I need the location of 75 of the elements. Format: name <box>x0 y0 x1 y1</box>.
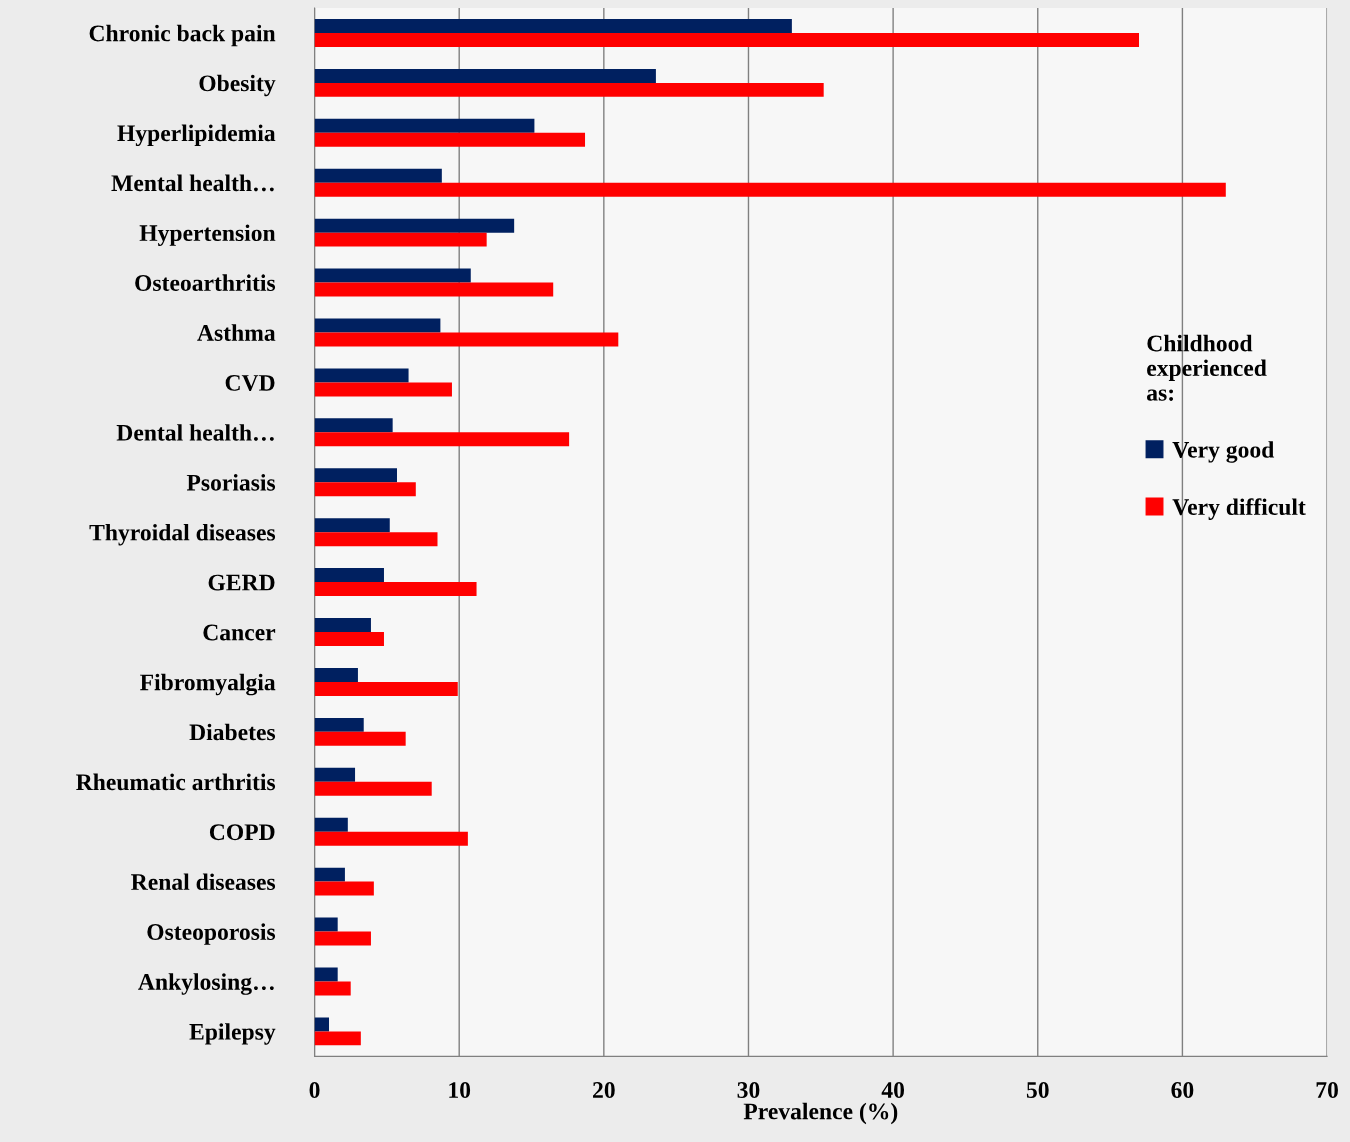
y-tick-label: Dental health… <box>116 424 274 441</box>
y-tick-label: Cancer <box>203 624 276 641</box>
bar <box>314 667 358 682</box>
bar <box>314 82 824 97</box>
bar <box>314 568 384 583</box>
bar <box>314 268 471 283</box>
bar <box>314 132 586 147</box>
y-tick-label: Thyroidal diseases <box>89 523 276 546</box>
bar <box>314 218 515 233</box>
bar <box>314 881 374 896</box>
legend-label: Very good <box>1172 441 1275 463</box>
bar <box>314 618 371 633</box>
y-tick-label: Fibromyalgia <box>140 673 276 696</box>
x-tick-label: 10 <box>449 1082 471 1098</box>
y-tick-label: COPD <box>209 824 275 841</box>
x-tick-label: 50 <box>1026 1082 1049 1098</box>
bar <box>314 368 409 383</box>
bar <box>314 917 338 932</box>
bar <box>314 582 477 597</box>
y-tick-label: Mental health… <box>111 174 274 192</box>
y-tick-label: Hypertension <box>139 224 276 246</box>
y-tick-label: Osteoporosis <box>147 923 276 945</box>
bar <box>314 332 619 347</box>
y-tick-label: Hyperlipidemia <box>117 124 276 147</box>
bar <box>314 967 338 982</box>
y-tick-label: Rheumatic arthritis <box>76 773 276 791</box>
bar <box>314 18 792 33</box>
y-tick-label: Diabetes <box>189 723 276 741</box>
bar <box>314 681 458 696</box>
legend-label: Very difficult <box>1172 498 1306 520</box>
x-tick-label: 20 <box>593 1082 615 1098</box>
bar <box>314 731 406 746</box>
bar <box>314 118 535 133</box>
bar <box>314 168 442 183</box>
bar <box>314 182 1226 197</box>
bar <box>314 468 397 483</box>
bar <box>314 482 416 497</box>
y-tick-label: Obesity <box>199 74 276 97</box>
y-tick-label: Epilepsy <box>189 1023 276 1045</box>
bar <box>314 817 348 832</box>
y-tick-label: Chronic back pain <box>89 24 276 47</box>
legend-title: Childhood experienced as: <box>1147 334 1267 401</box>
x-tick-label: 70 <box>1316 1082 1338 1098</box>
bar <box>314 282 554 297</box>
x-tick-label: 60 <box>1171 1082 1194 1098</box>
x-tick-label: 40 <box>881 1082 905 1098</box>
y-tick-label: Ankylosing… <box>138 973 274 995</box>
bar <box>314 931 371 946</box>
bar <box>314 632 384 646</box>
bar <box>314 68 656 83</box>
bar <box>314 418 393 433</box>
bar <box>314 518 390 533</box>
bar <box>314 831 468 846</box>
bar <box>314 781 432 796</box>
bar <box>314 432 570 447</box>
bar <box>314 717 364 732</box>
bar <box>314 532 438 547</box>
y-tick-label: Psoriasis <box>186 474 276 491</box>
bar <box>314 1031 361 1046</box>
y-tick-label: CVD <box>225 374 275 391</box>
x-tick-label: 30 <box>737 1082 760 1098</box>
y-tick-label: Renal diseases <box>131 873 276 891</box>
x-tick-label: 0 <box>309 1082 320 1098</box>
bar <box>314 318 441 333</box>
bar <box>314 867 345 882</box>
y-tick-label: Osteoarthritis <box>135 274 276 291</box>
bar <box>314 382 452 397</box>
bar <box>314 232 487 247</box>
bar <box>314 981 351 996</box>
y-tick-label: GERD <box>208 574 275 591</box>
x-axis-title: Prevalence (%) <box>743 1102 898 1125</box>
y-tick-label: Asthma <box>197 324 276 341</box>
bar <box>314 32 1140 47</box>
bar <box>314 1017 330 1032</box>
bar <box>314 767 356 782</box>
